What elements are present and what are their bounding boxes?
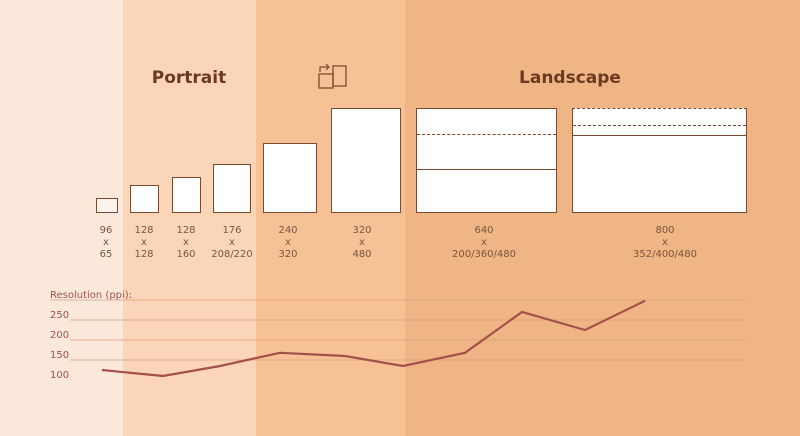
screen-128x128 xyxy=(130,185,159,213)
screen-label: 176 x 208/220 xyxy=(211,225,253,260)
screen-label: 640 x 200/360/480 xyxy=(452,225,516,260)
screen-label: 320 x 480 xyxy=(352,225,372,260)
y-tick-label: 200 xyxy=(50,330,69,341)
band-small xyxy=(0,0,123,436)
y-tick-label: 100 xyxy=(50,370,69,381)
screen-800 xyxy=(572,108,747,213)
screen-320x480 xyxy=(331,108,401,213)
screen-176x208 xyxy=(213,164,251,213)
landscape-title: Landscape xyxy=(519,68,621,88)
band-landscape xyxy=(405,0,800,436)
y-axis-label: Resolution (ppi): xyxy=(50,290,132,301)
portrait-title: Portrait xyxy=(151,68,227,88)
screen-label: 800 x 352/400/480 xyxy=(633,225,697,260)
y-tick-label: 150 xyxy=(50,350,69,361)
screen-640 xyxy=(416,108,557,213)
screen-label: 96 x 65 xyxy=(99,225,113,260)
band-mid xyxy=(256,0,405,436)
dashed-divider xyxy=(417,134,556,135)
screen-240x320 xyxy=(263,143,317,213)
screen-label: 128 x 128 xyxy=(134,225,154,260)
solid-divider xyxy=(417,169,556,170)
screen-label: 240 x 320 xyxy=(278,225,298,260)
screen-label: 128 x 160 xyxy=(176,225,196,260)
screen-128x160 xyxy=(172,177,201,213)
screen-96x65 xyxy=(96,198,118,213)
solid-divider xyxy=(573,135,746,136)
y-tick-label: 250 xyxy=(50,310,69,321)
dashed-divider xyxy=(573,125,746,126)
resolution-line xyxy=(101,299,646,378)
